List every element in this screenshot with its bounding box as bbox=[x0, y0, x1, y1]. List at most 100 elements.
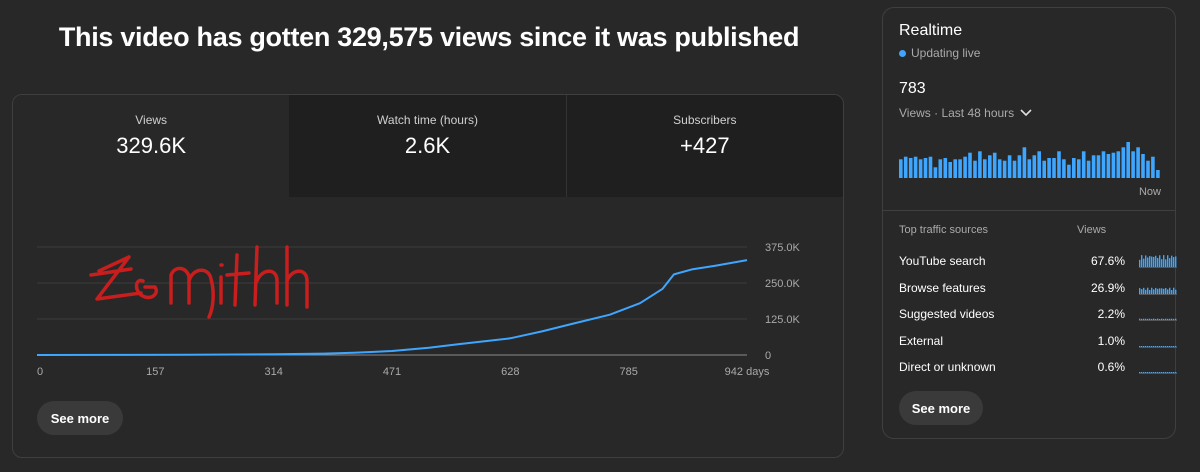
sparkline-bar bbox=[1155, 319, 1157, 320]
sparkline-bar bbox=[1155, 287, 1157, 294]
sparkline-bar bbox=[1145, 372, 1147, 373]
realtime-title: Realtime bbox=[899, 22, 963, 39]
sparkline-bar bbox=[1149, 345, 1151, 347]
traffic-source-percent: 67.6% bbox=[1090, 254, 1125, 268]
chevron-down-icon bbox=[1020, 109, 1032, 117]
realtime-bar bbox=[1062, 159, 1066, 178]
realtime-bar bbox=[953, 159, 957, 178]
realtime-bar-chart bbox=[899, 142, 1160, 178]
x-tick-label: 0 bbox=[37, 366, 43, 378]
realtime-see-more-button[interactable]: See more bbox=[899, 391, 983, 425]
traffic-source-sparkline bbox=[1139, 372, 1177, 374]
sparkline-bar bbox=[1165, 287, 1167, 294]
sparkline-bar bbox=[1175, 372, 1177, 373]
x-tick-label: 157 bbox=[146, 366, 164, 378]
traffic-sources-title: Top traffic sources bbox=[899, 224, 989, 236]
views-chart-svg: 375.0K 250.0K 125.0K 0 0 157 314 471 628 785 942 d… bbox=[36, 242, 801, 378]
sparkline-bar bbox=[1173, 345, 1175, 347]
realtime-bar bbox=[1017, 155, 1022, 178]
sparkline-bar bbox=[1143, 318, 1145, 320]
traffic-source-percent: 26.9% bbox=[1090, 280, 1125, 295]
sparkline-bar bbox=[1149, 318, 1151, 320]
traffic-source-row: Direct or unknown 0.6% bbox=[899, 356, 1177, 378]
period-label: Views · Last 48 hours bbox=[899, 106, 1015, 120]
realtime-bar bbox=[997, 159, 1002, 178]
sparkline-bar bbox=[1139, 318, 1141, 320]
sparkline-bar bbox=[1161, 345, 1163, 347]
sparkline-bar bbox=[1167, 345, 1169, 347]
metric-label: Watch time (hours) bbox=[377, 113, 478, 127]
sparkline-bar bbox=[1147, 287, 1149, 294]
views-column-header: Views bbox=[1077, 224, 1107, 236]
realtime-bar bbox=[1121, 147, 1126, 178]
divider bbox=[883, 210, 1175, 211]
sparkline-bar bbox=[1153, 256, 1155, 267]
traffic-source-sparkline bbox=[1139, 287, 1177, 295]
realtime-bar bbox=[948, 162, 952, 178]
metric-tab-watch-time[interactable]: Watch time (hours) 2.6K bbox=[289, 95, 566, 197]
handwritten-scribble bbox=[89, 245, 309, 319]
realtime-bar bbox=[1057, 151, 1061, 178]
sparkline-bar bbox=[1157, 372, 1159, 373]
x-tick-label: 628 bbox=[501, 366, 519, 378]
sparkline-bar bbox=[1169, 372, 1171, 373]
sparkline-bar bbox=[1173, 372, 1175, 373]
sparkline-bar bbox=[1163, 318, 1165, 320]
realtime-bar bbox=[1067, 164, 1071, 178]
realtime-bar bbox=[1146, 160, 1150, 178]
sparkline-bar bbox=[1149, 372, 1151, 373]
sparkline-bar bbox=[1167, 318, 1169, 320]
metric-tabs: Views 329.6K Watch time (hours) 2.6K Sub… bbox=[13, 95, 843, 197]
realtime-bar bbox=[938, 159, 943, 178]
metric-label: Views bbox=[135, 113, 168, 127]
sparkline-bar bbox=[1167, 288, 1169, 294]
metric-tab-views[interactable]: Views 329.6K bbox=[13, 95, 290, 197]
x-tick-label: 314 bbox=[264, 366, 282, 378]
realtime-bar bbox=[933, 167, 938, 178]
sparkline-bar bbox=[1175, 318, 1177, 320]
realtime-bar bbox=[958, 159, 962, 178]
sparkline-bar bbox=[1163, 255, 1165, 267]
x-tick-label: 942 days bbox=[725, 366, 770, 378]
traffic-source-sparkline bbox=[1139, 318, 1177, 321]
metric-tab-subscribers[interactable]: Subscribers +427 bbox=[565, 95, 843, 197]
realtime-bar bbox=[973, 160, 977, 178]
sparkline-bar bbox=[1171, 318, 1173, 320]
sparkline-bar bbox=[1139, 259, 1141, 267]
realtime-bar bbox=[1027, 159, 1032, 178]
sparkline-bar bbox=[1155, 255, 1157, 267]
sparkline-bar bbox=[1159, 255, 1161, 267]
traffic-source-row: YouTube search 67.6% bbox=[899, 250, 1177, 272]
sparkline-bar bbox=[1147, 257, 1149, 267]
sparkline-bar bbox=[1175, 256, 1177, 267]
realtime-bar bbox=[988, 155, 992, 178]
period-dropdown[interactable]: Views · Last 48 hours bbox=[899, 106, 1032, 120]
sparkline-bar bbox=[1153, 372, 1155, 373]
realtime-bar bbox=[1126, 142, 1130, 178]
sparkline-bar bbox=[1141, 372, 1143, 373]
metric-value: 2.6K bbox=[404, 133, 451, 158]
sparkline-bar bbox=[1157, 288, 1159, 294]
sparkline-bar bbox=[1155, 345, 1157, 347]
y-tick-label: 250.0K bbox=[765, 278, 801, 290]
traffic-source-name: External bbox=[899, 333, 944, 348]
sparkline-bar bbox=[1163, 372, 1165, 373]
realtime-bar bbox=[1131, 151, 1135, 178]
realtime-bar bbox=[1042, 160, 1046, 178]
traffic-source-percent: 2.2% bbox=[1097, 307, 1125, 321]
sparkline-bar bbox=[1167, 255, 1169, 267]
realtime-card: Realtime Updating live 783 Views · Last … bbox=[882, 7, 1177, 439]
sparkline-bar bbox=[1163, 345, 1165, 347]
sparkline-bar bbox=[1171, 372, 1173, 373]
sparkline-bar bbox=[1161, 287, 1163, 294]
realtime-bar bbox=[1047, 158, 1051, 178]
sparkline-bar bbox=[1147, 318, 1149, 320]
headline: This video has gotten 329,575 views sinc… bbox=[58, 22, 800, 52]
sparkline-bar bbox=[1161, 259, 1163, 267]
metric-label: Subscribers bbox=[673, 113, 737, 127]
live-status-label: Updating live bbox=[911, 46, 981, 60]
traffic-source-row: Browse features 26.9% bbox=[899, 277, 1177, 299]
see-more-button[interactable]: See more bbox=[37, 401, 123, 435]
sparkline-bar bbox=[1165, 318, 1167, 320]
traffic-source-name: Direct or unknown bbox=[899, 360, 996, 374]
